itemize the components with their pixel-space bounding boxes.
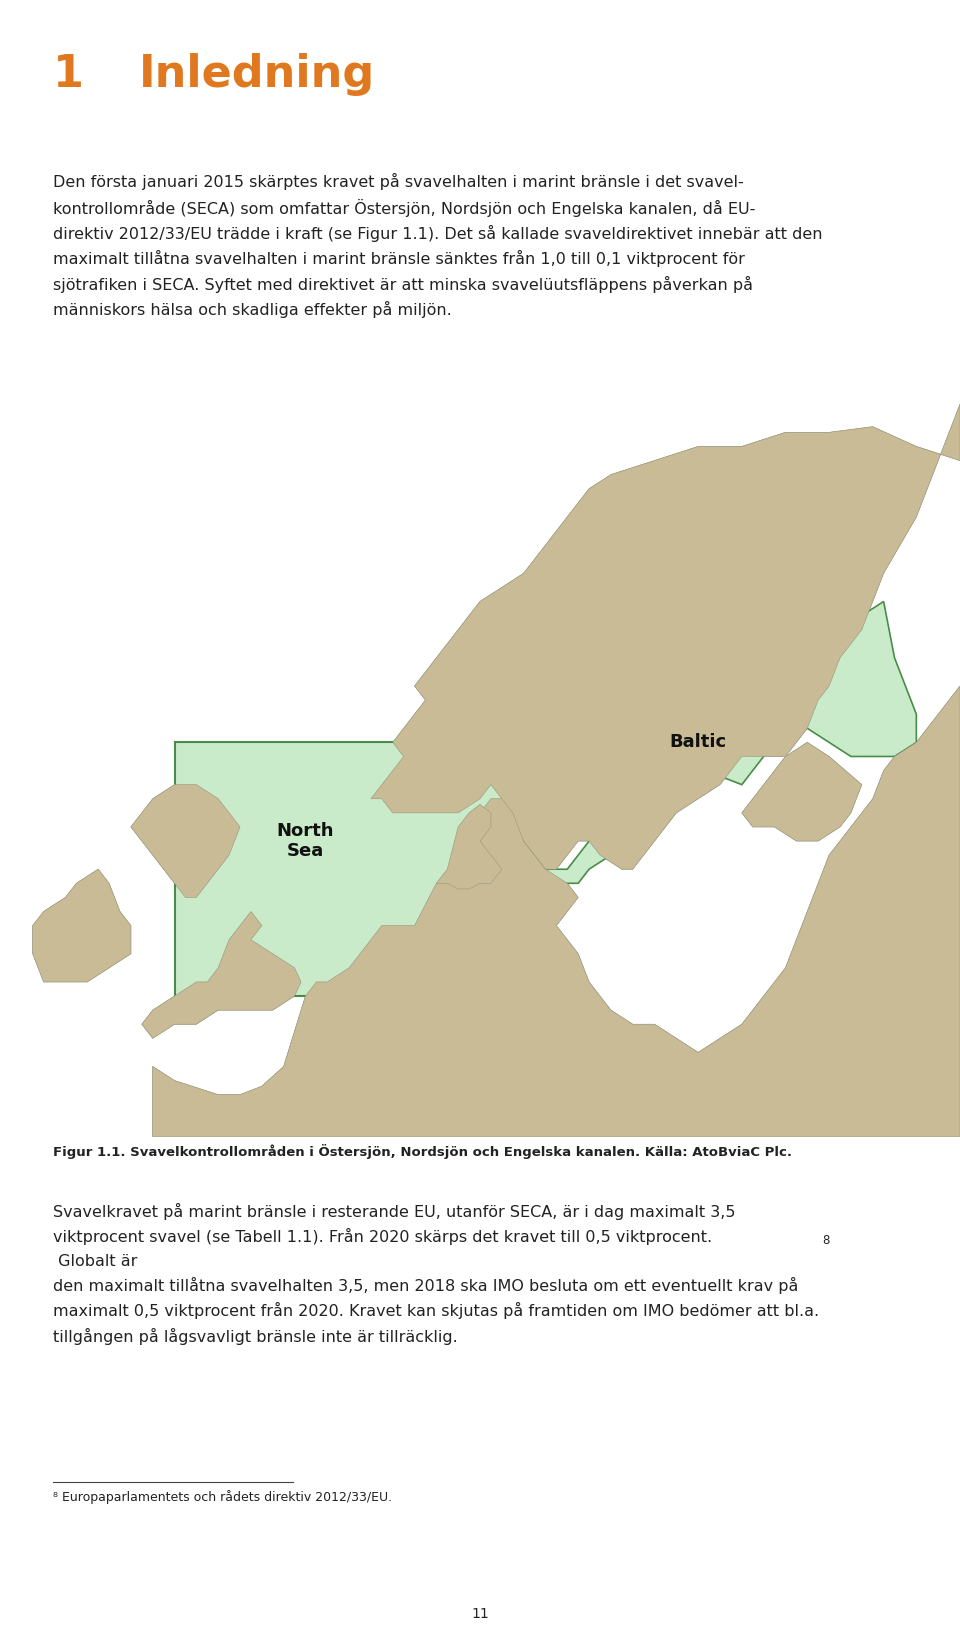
Polygon shape [371, 404, 960, 869]
Polygon shape [153, 687, 960, 1137]
Polygon shape [437, 805, 502, 889]
Polygon shape [33, 869, 131, 983]
Text: 8: 8 [822, 1234, 829, 1247]
Polygon shape [371, 404, 960, 869]
Text: Baltic: Baltic [670, 733, 727, 751]
Polygon shape [742, 743, 862, 841]
Polygon shape [742, 743, 862, 841]
Bar [175, 743, 523, 996]
Text: Svavelkravet på marint bränsle i resterande EU, utanför SECA, är i dag maximalt : Svavelkravet på marint bränsle i restera… [53, 1203, 735, 1245]
Text: Globalt är
den maximalt tillåtna svavelhalten 3,5, men 2018 ska IMO besluta om e: Globalt är den maximalt tillåtna svavelh… [53, 1254, 819, 1346]
Polygon shape [153, 687, 960, 1137]
Polygon shape [142, 912, 301, 1038]
Text: Inledning: Inledning [139, 53, 375, 95]
Polygon shape [131, 785, 240, 897]
Polygon shape [142, 912, 301, 1038]
Text: Den första januari 2015 skärptes kravet på svavelhalten i marint bränsle i det s: Den första januari 2015 skärptes kravet … [53, 173, 823, 319]
Polygon shape [437, 805, 502, 889]
Text: Figur 1.1. Svavelkontrollområden i Östersjön, Nordsjön och Engelska kanalen. Käl: Figur 1.1. Svavelkontrollområden i Öster… [53, 1144, 792, 1158]
Text: 11: 11 [471, 1607, 489, 1622]
Text: 1: 1 [53, 53, 84, 95]
Bar [175, 743, 523, 996]
Polygon shape [480, 587, 917, 884]
Text: North
Sea: North Sea [276, 822, 334, 861]
Polygon shape [33, 869, 131, 983]
Polygon shape [131, 785, 240, 897]
Text: ⁸ Europaparlamentets och rådets direktiv 2012/33/EU.: ⁸ Europaparlamentets och rådets direktiv… [53, 1490, 392, 1505]
